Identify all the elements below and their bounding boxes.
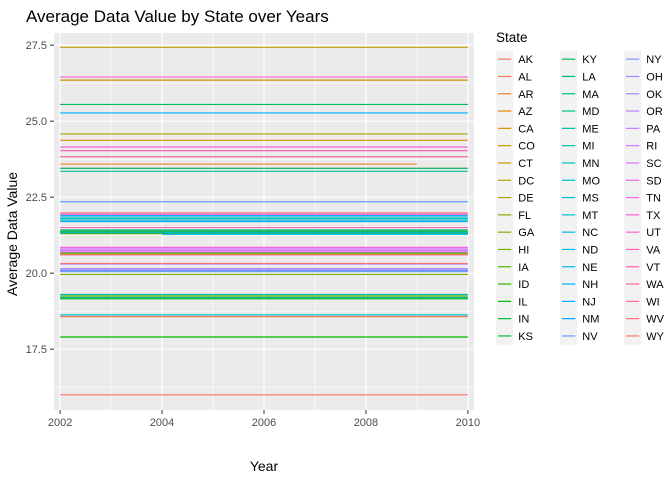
legend-label: AL <box>518 71 531 83</box>
legend-label: ME <box>582 123 599 135</box>
legend-label: NV <box>582 331 598 343</box>
y-tick-label: 22.5 <box>26 192 47 204</box>
legend-label: ND <box>582 244 598 256</box>
series-lines <box>60 46 468 396</box>
legend-label: MI <box>582 141 594 153</box>
legend-label: OH <box>646 71 663 83</box>
legend-label: UT <box>646 227 661 239</box>
legend-label: NJ <box>582 296 595 308</box>
legend-label: MD <box>582 106 599 118</box>
legend-label: MA <box>582 89 599 101</box>
legend-label: AR <box>518 89 533 101</box>
legend-label: WI <box>646 296 659 308</box>
legend-label: NC <box>582 227 598 239</box>
y-axis-label: Average Data Value <box>4 172 20 296</box>
legend-label: OR <box>646 106 663 118</box>
legend-label: AZ <box>518 106 532 118</box>
legend-label: IA <box>518 262 529 274</box>
legend-label: IN <box>518 314 529 326</box>
legend-label: VA <box>646 244 661 256</box>
legend-label: VT <box>646 262 660 274</box>
legend-label: RI <box>646 141 657 153</box>
legend-label: PA <box>646 123 661 135</box>
legend-label: MN <box>582 158 599 170</box>
y-tick-label: 17.5 <box>26 344 47 356</box>
y-tick-label: 27.5 <box>26 40 47 52</box>
chart-title: Average Data Value by State over Years <box>26 7 329 26</box>
legend-label: FL <box>518 210 531 222</box>
legend-label: LA <box>582 71 596 83</box>
legend-label: TX <box>646 210 661 222</box>
legend-label: KS <box>518 331 533 343</box>
legend-label: OK <box>646 89 663 101</box>
legend-label: GA <box>518 227 535 239</box>
legend-label: MT <box>582 210 598 222</box>
legend-label: CA <box>518 123 534 135</box>
x-tick-label: 2010 <box>456 417 480 429</box>
axes: 2002 2004 2006 2008 2010 17.5 20.0 22.5 25.0 27.5 <box>26 40 481 429</box>
y-tick-label: 25.0 <box>26 116 47 128</box>
legend-label: SC <box>646 158 661 170</box>
y-tick-label: 20.0 <box>26 268 47 280</box>
legend-label: NH <box>582 279 598 291</box>
x-tick-label: 2008 <box>354 417 378 429</box>
legend-label: HI <box>518 244 529 256</box>
legend-label: MS <box>582 193 599 205</box>
x-tick-label: 2002 <box>48 417 72 429</box>
legend-label: NE <box>582 262 597 274</box>
legend-label: IL <box>518 296 527 308</box>
x-axis-label: Year <box>250 458 279 474</box>
legend-label: WY <box>646 331 664 343</box>
legend-label: MO <box>582 175 600 187</box>
x-tick-label: 2004 <box>150 417 174 429</box>
legend-label: CO <box>518 141 535 153</box>
legend-label: TN <box>646 193 661 205</box>
legend-label: DC <box>518 175 534 187</box>
legend-label: SD <box>646 175 661 187</box>
x-tick-label: 2006 <box>252 417 276 429</box>
legend-label: ID <box>518 279 529 291</box>
legend-title: State <box>496 30 528 45</box>
legend-label: NY <box>646 54 662 66</box>
legend-label: KY <box>582 54 597 66</box>
legend-label: WV <box>646 314 664 326</box>
legend-label: CT <box>518 158 533 170</box>
legend-label: NM <box>582 314 599 326</box>
legend-label: AK <box>518 54 533 66</box>
legend: AK AL AR AZ CA CO CT DC DE FL GA HI IA ID IL IN KS KY LA MA… <box>496 50 665 345</box>
legend-label: WA <box>646 279 664 291</box>
legend-label: DE <box>518 193 533 205</box>
